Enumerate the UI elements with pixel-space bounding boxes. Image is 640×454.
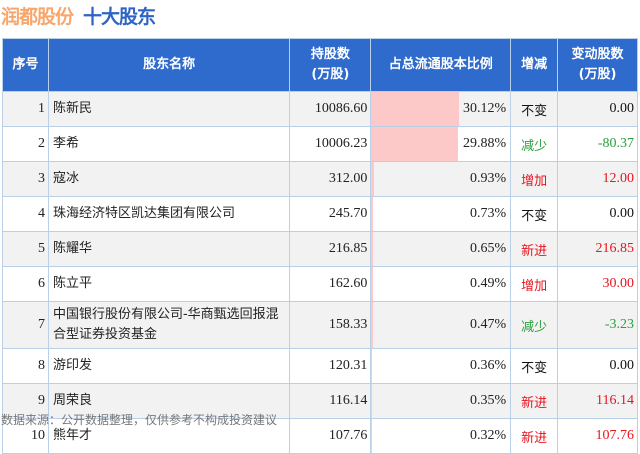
table-row: 8 游印发 120.31 0.36% 不变 0.00	[2, 348, 638, 384]
change-label: 不变	[510, 91, 559, 127]
change-shares: 12.00	[557, 161, 638, 197]
ratio-bar	[371, 232, 374, 266]
page-title: 润都股份 十大股东	[1, 2, 156, 29]
ratio-text: 29.88%	[462, 136, 507, 151]
header-no: 序号	[2, 38, 49, 92]
title-subtitle: 十大股东	[83, 6, 156, 28]
ratio-cell: 0.36%	[370, 348, 512, 384]
shares: 245.70	[289, 196, 372, 232]
ratio-text: 0.35%	[469, 393, 507, 408]
change-shares: 107.76	[557, 418, 638, 454]
change-label: 新进	[510, 418, 559, 454]
shares: 116.14	[289, 383, 372, 419]
change-shares: 0.00	[557, 348, 638, 384]
shares: 312.00	[289, 161, 372, 197]
ratio-cell: 0.47%	[370, 301, 512, 349]
change-shares: 216.85	[557, 231, 638, 267]
shares: 158.33	[289, 301, 372, 349]
change-label: 新进	[510, 383, 559, 419]
ratio-bar	[371, 197, 374, 231]
ratio-text: 30.12%	[462, 101, 507, 116]
change-label: 不变	[510, 196, 559, 232]
shareholder-name: 游印发	[47, 348, 291, 384]
row-no: 8	[2, 348, 49, 384]
ratio-text: 0.49%	[469, 276, 507, 291]
ratio-cell: 0.35%	[370, 383, 512, 419]
change-label: 增加	[510, 266, 559, 302]
ratio-bar	[371, 384, 373, 418]
row-no: 6	[2, 266, 49, 302]
table-row: 9 周荣良 116.14 0.35% 新进 116.14	[2, 383, 638, 419]
change-shares: 0.00	[557, 196, 638, 232]
row-no: 1	[2, 91, 49, 127]
shares: 107.76	[289, 418, 372, 454]
ratio-cell: 30.12%	[370, 91, 512, 127]
footer-source: 数据来源：公开数据整理，仅供参考不构成投资建议	[1, 413, 278, 427]
ratio-cell: 0.65%	[370, 231, 512, 267]
shareholder-name: 陈耀华	[47, 231, 291, 267]
ratio-bar	[371, 162, 375, 196]
header-shares: 持股数 (万股)	[289, 38, 372, 92]
change-label: 增加	[510, 161, 559, 197]
table-row: 1 陈新民 10086.60 30.12% 不变 0.00	[2, 91, 638, 127]
row-no: 5	[2, 231, 49, 267]
row-no: 3	[2, 161, 49, 197]
shares: 10006.23	[289, 126, 372, 162]
change-shares: 0.00	[557, 91, 638, 127]
table-row: 5 陈耀华 216.85 0.65% 新进 216.85	[2, 231, 638, 267]
ratio-bar	[371, 267, 373, 301]
shareholder-name: 陈新民	[47, 91, 291, 127]
ratio-text: 0.32%	[469, 428, 507, 443]
ratio-text: 0.93%	[469, 171, 507, 186]
change-shares: 30.00	[557, 266, 638, 302]
table-row: 3 寇冰 312.00 0.93% 增加 12.00	[2, 161, 638, 197]
table-row: 2 李希 10006.23 29.88% 减少 -80.37	[2, 126, 638, 162]
change-shares: 116.14	[557, 383, 638, 419]
company-name: 润都股份	[1, 6, 74, 28]
change-label: 新进	[510, 231, 559, 267]
row-no: 2	[2, 126, 49, 162]
change-shares: -3.23	[557, 301, 638, 349]
ratio-cell: 29.88%	[370, 126, 512, 162]
row-no: 4	[2, 196, 49, 232]
header-ratio: 占总流通股本比例	[370, 38, 512, 92]
shareholder-name: 寇冰	[47, 161, 291, 197]
shares: 10086.60	[289, 91, 372, 127]
ratio-cell: 0.32%	[370, 418, 512, 454]
ratio-cell: 0.73%	[370, 196, 512, 232]
shares: 162.60	[289, 266, 372, 302]
ratio-text: 0.47%	[469, 317, 507, 332]
ratio-cell: 0.49%	[370, 266, 512, 302]
header-name: 股东名称	[47, 38, 291, 92]
change-label: 不变	[510, 348, 559, 384]
shareholder-name: 珠海经济特区凯达集团有限公司	[47, 196, 291, 232]
ratio-bar	[371, 302, 373, 348]
row-no: 7	[2, 301, 49, 349]
table-row: 7 中国银行股份有限公司-华商甄选回报混合型证券投资基金 158.33 0.47…	[2, 301, 638, 349]
shares: 216.85	[289, 231, 372, 267]
ratio-text: 0.73%	[469, 206, 507, 221]
table-row: 6 陈立平 162.60 0.49% 增加 30.00	[2, 266, 638, 302]
change-label: 减少	[510, 301, 559, 349]
ratio-bar	[371, 349, 373, 383]
ratio-cell: 0.93%	[370, 161, 512, 197]
shareholders-table: 序号 股东名称 持股数 (万股) 占总流通股本比例 增减 变动股数 (万股) 1 陈新民 10…	[2, 38, 638, 454]
shareholder-name: 陈立平	[47, 266, 291, 302]
shareholder-name: 中国银行股份有限公司-华商甄选回报混合型证券投资基金	[47, 301, 291, 349]
change-label: 减少	[510, 126, 559, 162]
change-shares: -80.37	[557, 126, 638, 162]
shareholder-name: 周荣良	[47, 383, 291, 419]
header-delta: 变动股数 (万股)	[557, 38, 638, 92]
ratio-text: 0.36%	[469, 358, 507, 373]
ratio-bar	[371, 92, 459, 126]
shareholder-name: 李希	[47, 126, 291, 162]
shares: 120.31	[289, 348, 372, 384]
header-change: 增减	[510, 38, 559, 92]
ratio-bar	[371, 127, 459, 161]
table-row: 4 珠海经济特区凯达集团有限公司 245.70 0.73% 不变 0.00	[2, 196, 638, 232]
ratio-text: 0.65%	[469, 241, 507, 256]
row-no: 9	[2, 383, 49, 419]
